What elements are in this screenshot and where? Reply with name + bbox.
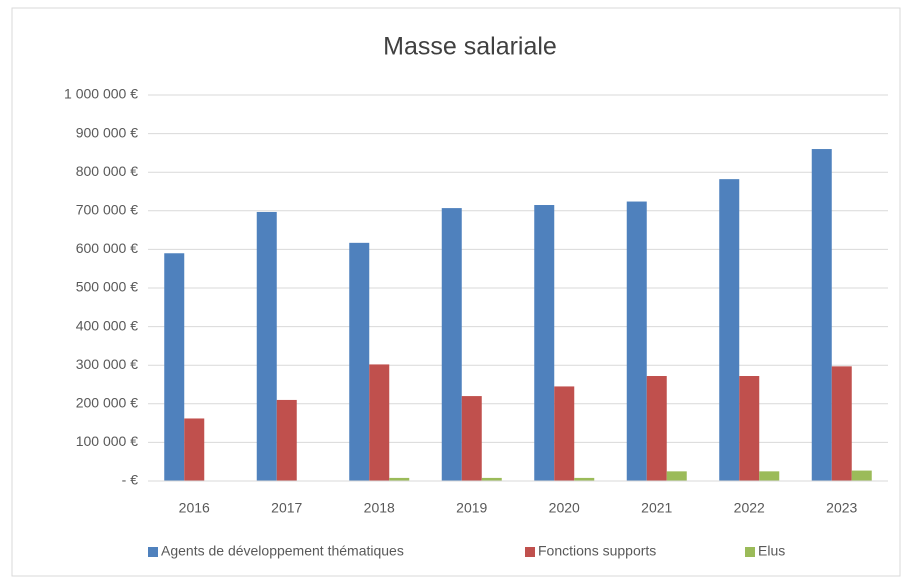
- bar: [441, 208, 462, 481]
- bar: [759, 471, 780, 481]
- bar: [369, 364, 390, 481]
- bar: [349, 242, 370, 481]
- x-tick-label: 2023: [826, 500, 857, 516]
- legend-swatch: [148, 547, 158, 557]
- bar: [666, 471, 687, 481]
- legend-swatch: [745, 547, 755, 557]
- y-tick-label: 200 000 €: [76, 395, 138, 411]
- legend-label: Agents de développement thématiques: [161, 543, 404, 559]
- y-tick-label: - €: [122, 472, 139, 488]
- bar: [184, 418, 205, 481]
- y-tick-label: 300 000 €: [76, 356, 138, 372]
- bar: [164, 253, 185, 481]
- bar: [481, 477, 502, 481]
- x-tick-label: 2016: [179, 500, 210, 516]
- bar: [389, 477, 410, 481]
- y-tick-label: 100 000 €: [76, 433, 138, 449]
- bar: [739, 376, 760, 481]
- bar: [626, 201, 647, 481]
- x-tick-label: 2019: [456, 500, 487, 516]
- bar: [851, 470, 872, 481]
- bar: [534, 205, 555, 481]
- bar: [646, 376, 667, 481]
- legend-label: Elus: [758, 543, 785, 559]
- bar: [574, 477, 595, 481]
- y-tick-label: 900 000 €: [76, 124, 138, 140]
- bar: [811, 149, 832, 482]
- bar: [276, 399, 297, 481]
- x-tick-label: 2017: [271, 500, 302, 516]
- y-tick-label: 400 000 €: [76, 317, 138, 333]
- bar: [256, 211, 277, 481]
- legend-label: Fonctions supports: [538, 543, 656, 559]
- x-tick-label: 2020: [549, 500, 580, 516]
- y-tick-label: 1 000 000 €: [64, 86, 138, 102]
- bar: [554, 386, 575, 481]
- y-tick-label: 800 000 €: [76, 163, 138, 179]
- x-tick-label: 2021: [641, 500, 672, 516]
- bar: [831, 366, 852, 481]
- bar: [461, 396, 482, 481]
- legend-swatch: [525, 547, 535, 557]
- y-tick-label: 700 000 €: [76, 202, 138, 218]
- bar: [719, 179, 740, 481]
- y-tick-label: 600 000 €: [76, 240, 138, 256]
- x-tick-label: 2018: [364, 500, 395, 516]
- x-tick-label: 2022: [734, 500, 765, 516]
- chart-title: Masse salariale: [383, 33, 557, 61]
- y-tick-label: 500 000 €: [76, 279, 138, 295]
